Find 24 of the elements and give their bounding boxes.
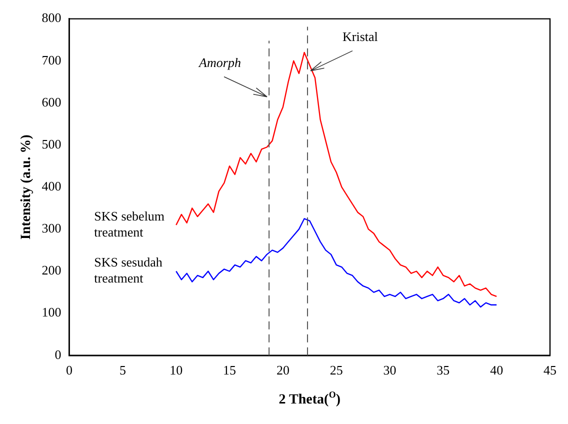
y-tick-label: 700 <box>42 52 62 68</box>
y-tick-label: 500 <box>42 136 62 152</box>
y-axis-title: Intensity (a.u. %) <box>19 134 34 240</box>
x-tick-label: 45 <box>544 362 556 378</box>
y-tick-label: 600 <box>42 94 62 110</box>
y-tick-label: 400 <box>42 178 62 194</box>
ref-line-label: Kristal <box>342 28 378 44</box>
y-tick-label: 0 <box>54 346 62 362</box>
x-tick-label: 0 <box>66 362 73 378</box>
y-tick-label: 200 <box>42 262 62 278</box>
x-tick-label: 5 <box>119 362 126 378</box>
x-tick-label: 15 <box>223 362 236 378</box>
x-tick-label: 35 <box>436 362 450 378</box>
y-tick-label: 800 <box>42 10 62 26</box>
series-label: SKS sebelum treatment <box>94 208 165 240</box>
y-tick-label: 300 <box>42 220 62 236</box>
x-tick-label: 40 <box>490 362 504 378</box>
ref-line-label: Amorph <box>198 54 241 70</box>
x-tick-label: 10 <box>170 362 183 378</box>
x-tick-label: 25 <box>330 362 343 378</box>
x-tick-label: 20 <box>276 362 290 378</box>
series-label: SKS sesudah treatment <box>94 254 163 286</box>
y-tick-label: 100 <box>42 304 62 320</box>
x-tick-label: 30 <box>383 362 396 378</box>
